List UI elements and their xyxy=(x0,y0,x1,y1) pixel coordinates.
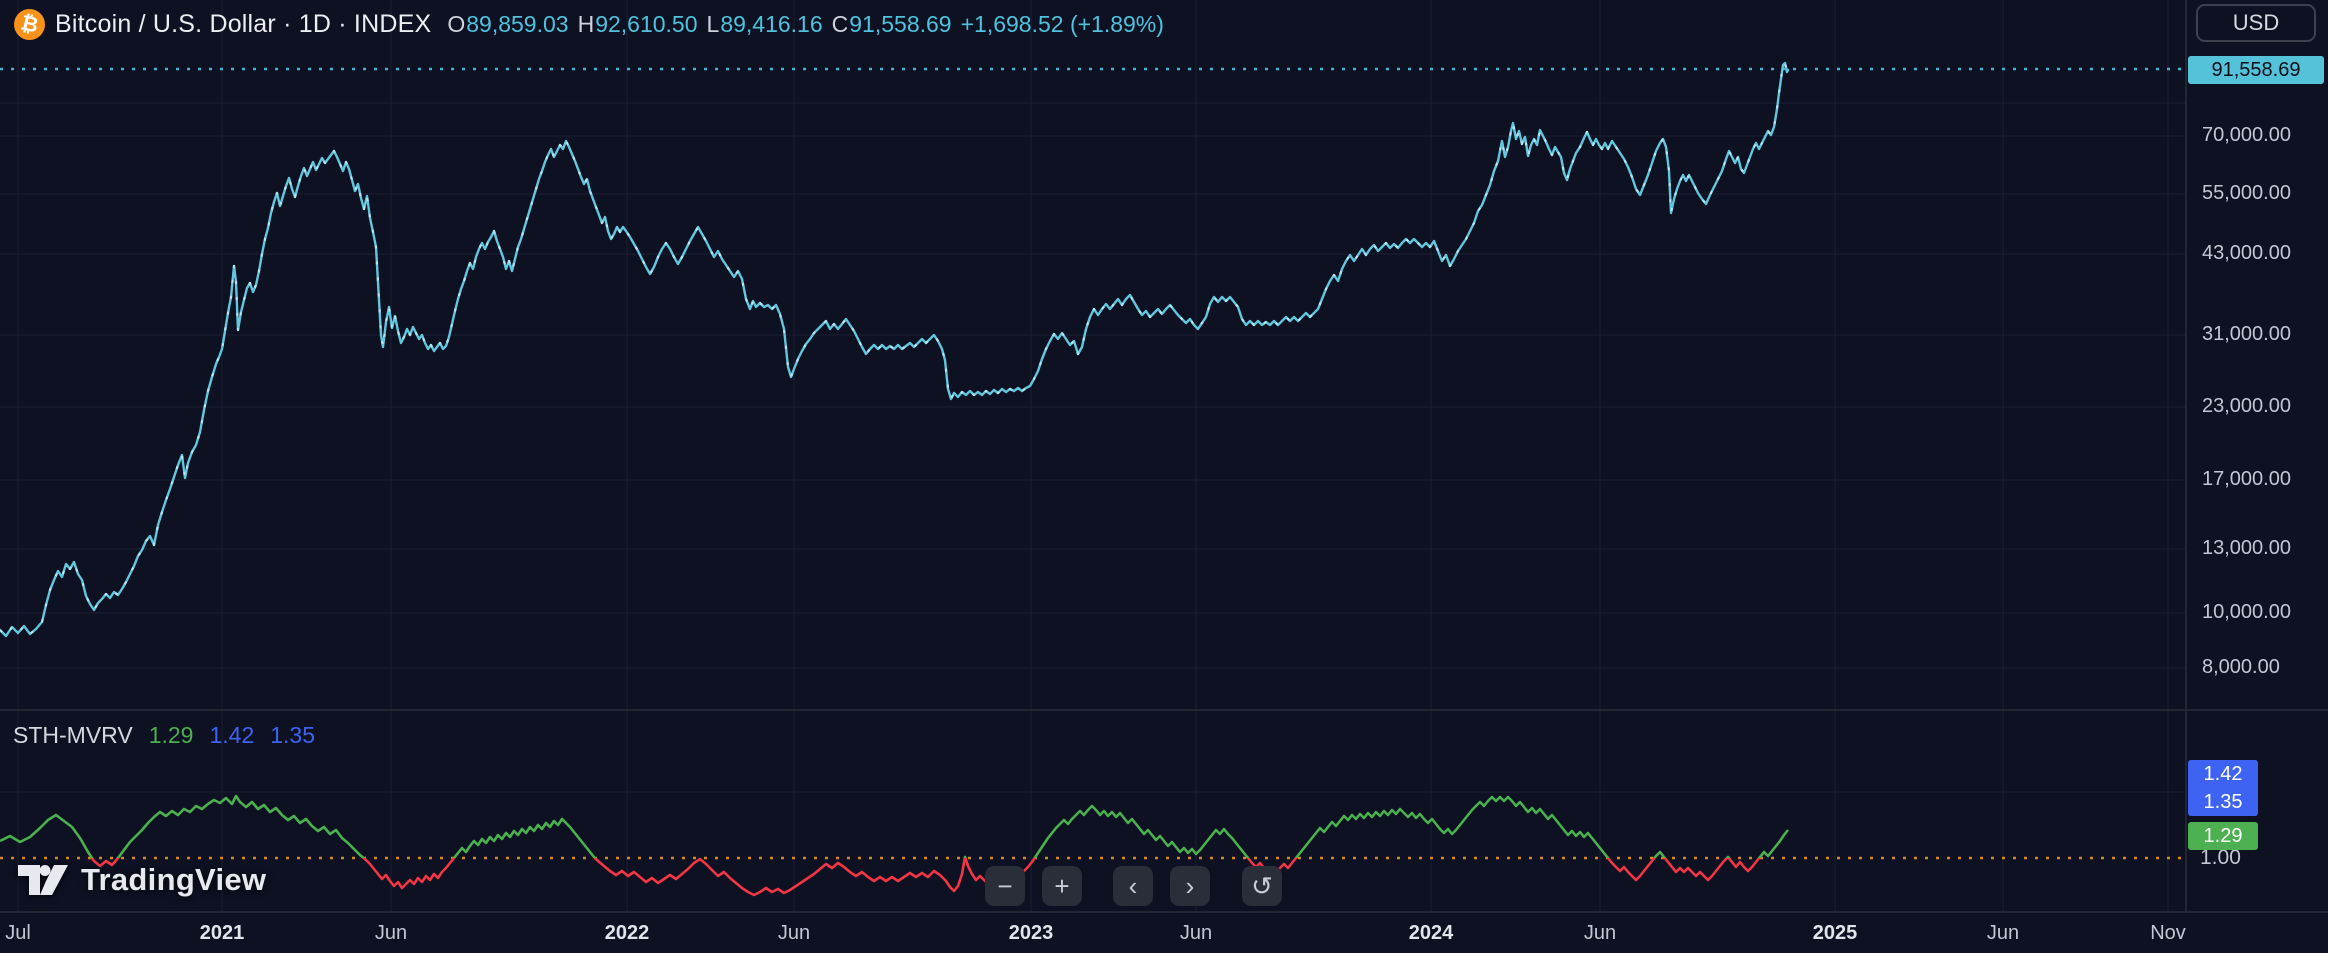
currency-button[interactable]: USD xyxy=(2196,4,2316,42)
time-axis-year-label: 2024 xyxy=(1408,922,1454,944)
price-axis-label: 10,000.00 xyxy=(2202,601,2291,623)
time-axis-month-label: Jul xyxy=(5,922,31,944)
time-axis-year-label: 2022 xyxy=(604,922,650,944)
time-axis-month-label: Jun xyxy=(1583,922,1617,944)
tradingview-logo-mark xyxy=(18,865,68,895)
high-value: 92,610.50 xyxy=(595,11,698,37)
time-axis-month-label: Jun xyxy=(374,922,408,944)
time-axis-month-label: Jun xyxy=(1986,922,2020,944)
close-label: C xyxy=(831,11,849,37)
indicator-value-mid: 1.35 xyxy=(270,722,315,748)
price-series-line xyxy=(0,61,1790,638)
symbol-header: ₿ Bitcoin / U.S. Dollar · 1D · INDEX O 89… xyxy=(14,9,1164,40)
ohlc-values: O 89,859.03 H 92,610.50 L 89,416.16 C 91,558… xyxy=(447,11,1164,38)
price-axis-label: 17,000.00 xyxy=(2202,468,2291,490)
time-axis-year-label: 2021 xyxy=(199,922,245,944)
reset-chart-button[interactable]: ↺ xyxy=(1242,866,1282,906)
low-value: 89,416.16 xyxy=(720,11,823,37)
zoom-out-button[interactable]: − xyxy=(985,866,1025,906)
scroll-left-button[interactable]: ‹ xyxy=(1113,866,1153,906)
indicator-legend: STH-MVRV 1.29 1.42 1.35 xyxy=(13,722,315,749)
close-value: 91,558.69 xyxy=(849,11,952,37)
time-axis-month-label: Jun xyxy=(1179,922,1213,944)
tradingview-logo[interactable]: TradingView xyxy=(18,862,266,898)
price-axis-label: 31,000.00 xyxy=(2202,323,2291,345)
low-label: L xyxy=(706,11,720,37)
indicator-baseline-label: 1.00 xyxy=(2200,846,2241,869)
last-price-badge[interactable]: 91,558.69 xyxy=(2188,56,2324,84)
price-axis-label: 43,000.00 xyxy=(2202,242,2291,264)
time-axis-year-label: 2025 xyxy=(1812,922,1858,944)
symbol-title[interactable]: Bitcoin / U.S. Dollar · 1D · INDEX xyxy=(55,10,432,38)
scroll-right-button[interactable]: › xyxy=(1170,866,1210,906)
price-axis-label: 8,000.00 xyxy=(2202,656,2280,678)
price-axis-label: 55,000.00 xyxy=(2202,182,2291,204)
high-label: H xyxy=(577,11,595,37)
indicator-value-green: 1.29 xyxy=(148,722,194,748)
indicator-name[interactable]: STH-MVRV xyxy=(13,722,133,748)
time-axis[interactable] xyxy=(0,912,2328,953)
price-axis-label: 70,000.00 xyxy=(2202,124,2291,146)
indicator-value-upper: 1.42 xyxy=(209,722,255,748)
time-axis-year-label: 2023 xyxy=(1008,922,1054,944)
price-axis-label: 13,000.00 xyxy=(2202,537,2291,559)
indicator-value-badge[interactable]: 1.29 xyxy=(2188,822,2258,850)
bitcoin-icon: ₿ xyxy=(14,9,45,40)
tradingview-logo-text: TradingView xyxy=(81,862,267,897)
open-value: 89,859.03 xyxy=(466,11,569,37)
open-label: O xyxy=(447,11,466,37)
indicator-upper-band-badge[interactable]: 1.42 xyxy=(2188,760,2258,788)
price-axis-label: 23,000.00 xyxy=(2202,395,2291,417)
indicator-mid-band-badge[interactable]: 1.35 xyxy=(2188,788,2258,816)
bitcoin-glyph: ₿ xyxy=(18,10,41,38)
indicator-line-green xyxy=(0,794,1790,858)
time-axis-month-label: Nov xyxy=(2150,922,2186,944)
price-series-highlight xyxy=(0,61,1789,638)
time-axis-month-label: Jun xyxy=(777,922,811,944)
change-value: +1,698.52 (+1.89%) xyxy=(960,11,1164,37)
zoom-in-button[interactable]: + xyxy=(1042,866,1082,906)
